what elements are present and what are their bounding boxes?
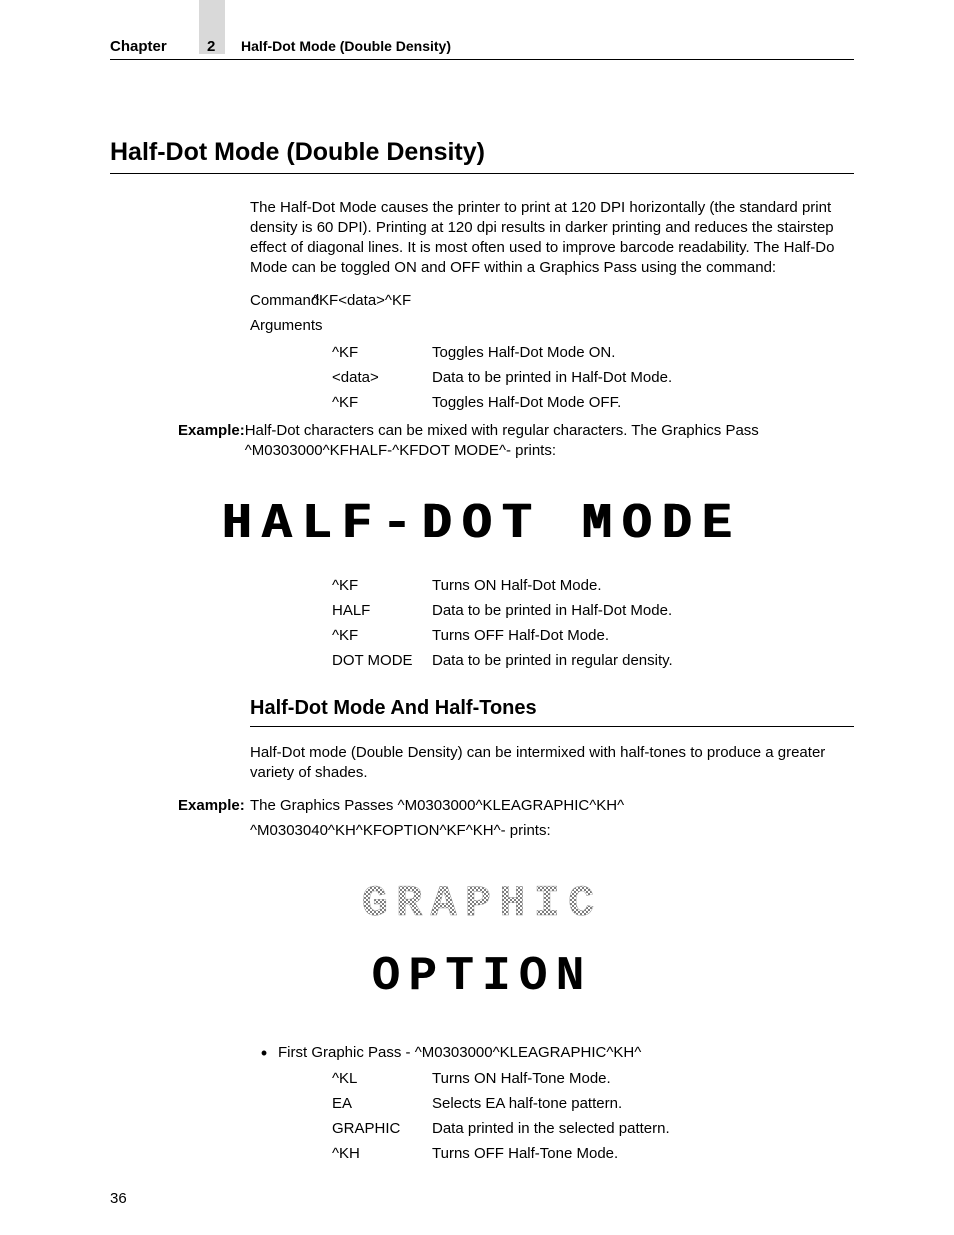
arg-desc: Selects EA half-tone pattern. — [432, 1095, 622, 1112]
arg-desc: Data to be printed in Half-Dot Mode. — [432, 369, 672, 386]
arguments-label: Arguments — [250, 317, 323, 334]
content-block-1: The Half-Dot Mode causes the printer to … — [250, 198, 854, 462]
example-2-row: Example: The Graphics Passes ^M0303000^K… — [250, 797, 854, 814]
fig-word-1: GRAPHIC — [362, 879, 603, 929]
table-row: ^KF Toggles Half-Dot Mode ON. — [332, 344, 854, 361]
arg-cell: HALF — [332, 602, 432, 619]
arg-desc: Data to be printed in Half-Dot Mode. — [432, 602, 672, 619]
arg-cell: ^KF — [332, 344, 432, 361]
content-block-3: • First Graphic Pass - ^M0303000^KLEAGRA… — [250, 1044, 854, 1162]
arg-cell: ^KH — [332, 1145, 432, 1162]
arg-cell: ^KF — [332, 394, 432, 411]
example-label: Example: — [178, 421, 245, 461]
table-row: EA Selects EA half-tone pattern. — [332, 1095, 854, 1112]
arg-desc: Data to be printed in regular density. — [432, 652, 673, 669]
table-row: HALF Data to be printed in Half-Dot Mode… — [332, 602, 854, 619]
arg-desc: Turns OFF Half-Tone Mode. — [432, 1145, 618, 1162]
table-row: <data> Data to be printed in Half-Dot Mo… — [332, 369, 854, 386]
example-2-line1: The Graphics Passes ^M0303000^KLEAGRAPHI… — [250, 797, 624, 814]
heading-2: Half-Dot Mode And Half-Tones — [250, 697, 854, 727]
arguments-table: ^KF Toggles Half-Dot Mode ON. <data> Dat… — [332, 344, 854, 411]
command-row: Command ^KF<data>^KF — [250, 292, 854, 309]
example-label: Example: — [178, 797, 250, 814]
arg-cell: <data> — [332, 369, 432, 386]
table-row: ^KH Turns OFF Half-Tone Mode. — [332, 1145, 854, 1162]
para-2: Half-Dot mode (Double Density) can be in… — [250, 743, 854, 783]
post-example-table: ^KF Turns ON Half-Dot Mode. HALF Data to… — [332, 577, 854, 669]
bullet-table: ^KL Turns ON Half-Tone Mode. EA Selects … — [332, 1070, 854, 1162]
arg-cell: DOT MODE — [332, 652, 432, 669]
heading-1: Half-Dot Mode (Double Density) — [110, 138, 854, 174]
header-chapter-number: 2 — [207, 38, 215, 55]
example-1-row: Example: Half-Dot characters can be mixe… — [178, 421, 854, 461]
table-row: ^KF Toggles Half-Dot Mode OFF. — [332, 394, 854, 411]
table-row: ^KF Turns ON Half-Dot Mode. — [332, 577, 854, 594]
example-text: Half-Dot characters can be mixed with re… — [245, 421, 854, 461]
header-section-title: Half-Dot Mode (Double Density) — [241, 38, 451, 54]
arg-desc: Turns OFF Half-Dot Mode. — [432, 627, 609, 644]
halftone-svg: GRAPHIC OPTION — [312, 869, 652, 1009]
content-block-1b: ^KF Turns ON Half-Dot Mode. HALF Data to… — [250, 577, 854, 669]
bullet-icon: • — [250, 1044, 278, 1062]
fig-word-2: OPTION — [372, 950, 593, 1004]
table-row: GRAPHIC Data printed in the selected pat… — [332, 1120, 854, 1137]
page-number: 36 — [110, 1190, 127, 1207]
header-chapter-label: Chapter — [110, 38, 167, 55]
arg-desc: Toggles Half-Dot Mode ON. — [432, 344, 615, 361]
command-label: Command — [250, 292, 312, 309]
table-row: ^KF Turns OFF Half-Dot Mode. — [332, 627, 854, 644]
arg-cell: EA — [332, 1095, 432, 1112]
bullet-text: First Graphic Pass - ^M0303000^KLEAGRAPH… — [278, 1044, 641, 1062]
intro-paragraph: The Half-Dot Mode causes the printer to … — [250, 198, 854, 278]
arg-desc: Turns ON Half-Dot Mode. — [432, 577, 602, 594]
arg-cell: ^KL — [332, 1070, 432, 1087]
arg-desc: Toggles Half-Dot Mode OFF. — [432, 394, 621, 411]
arg-desc: Data printed in the selected pattern. — [432, 1120, 670, 1137]
page-header: Chapter 2 Half-Dot Mode (Double Density) — [110, 38, 854, 60]
content-block-2: Half-Dot Mode And Half-Tones Half-Dot mo… — [250, 697, 854, 839]
arg-desc: Turns ON Half-Tone Mode. — [432, 1070, 611, 1087]
arg-cell: ^KF — [332, 577, 432, 594]
dot-matrix-banner: HALF-DOT MODE — [110, 496, 854, 553]
arg-cell: GRAPHIC — [332, 1120, 432, 1137]
arguments-label-row: Arguments — [250, 317, 854, 334]
bullet-1: • First Graphic Pass - ^M0303000^KLEAGRA… — [250, 1044, 854, 1062]
arg-cell: ^KF — [332, 627, 432, 644]
table-row: DOT MODE Data to be printed in regular d… — [332, 652, 854, 669]
table-row: ^KL Turns ON Half-Tone Mode. — [332, 1070, 854, 1087]
example-2-line2: ^M0303040^KH^KFOPTION^KF^KH^- prints: — [250, 822, 854, 839]
command-value: ^KF<data>^KF — [312, 292, 411, 309]
halftone-figure: GRAPHIC OPTION — [110, 869, 854, 1014]
